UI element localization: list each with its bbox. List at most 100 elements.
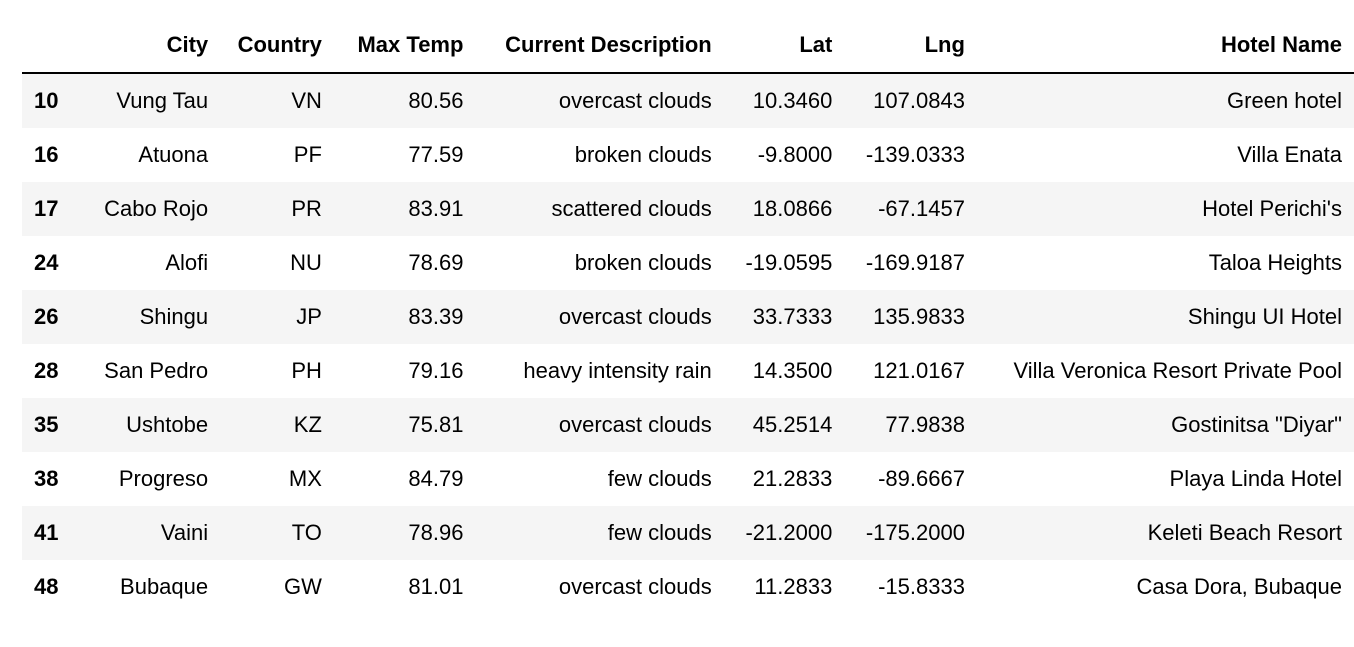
cell-lat: -21.2000 bbox=[745, 520, 833, 545]
cell-country: KZ bbox=[293, 412, 322, 437]
cell-lng: -89.6667 bbox=[878, 466, 965, 491]
cell-current-description: heavy intensity rain bbox=[523, 358, 712, 383]
cell-lng: 107.0843 bbox=[873, 88, 965, 113]
header-country: Country bbox=[237, 32, 322, 57]
cell-hotel-name: Keleti Beach Resort bbox=[1147, 520, 1342, 545]
cell-country: TO bbox=[291, 520, 322, 545]
cell-lng: 77.9838 bbox=[885, 412, 965, 437]
cell-city: Ushtobe bbox=[126, 412, 209, 437]
cell-hotel-name: Hotel Perichi's bbox=[1202, 196, 1342, 221]
cell-max-temp: 81.01 bbox=[408, 574, 464, 599]
cell-current-description: broken clouds bbox=[574, 250, 712, 275]
cell-country: JP bbox=[296, 304, 322, 329]
row-index: 26 bbox=[34, 304, 59, 329]
table-body: 10 Vung Tau VN 80.56 overcast clouds 10.3460 1… bbox=[22, 73, 1354, 614]
cell-lat: 10.3460 bbox=[752, 88, 833, 113]
cell-city: Progreso bbox=[118, 466, 209, 491]
cell-city: Shingu bbox=[139, 304, 209, 329]
cell-lat: 11.2833 bbox=[754, 574, 833, 599]
table-row: 38 Progreso MX 84.79 few clouds 21.2833 -89.66… bbox=[22, 452, 1354, 506]
cell-country: PR bbox=[291, 196, 322, 221]
cell-current-description: few clouds bbox=[607, 466, 712, 491]
cell-country: VN bbox=[291, 88, 322, 113]
header-lat: Lat bbox=[799, 32, 833, 57]
cell-lat: 14.3500 bbox=[752, 358, 833, 383]
cell-city: Vaini bbox=[160, 520, 209, 545]
header-current-description: Current Description bbox=[505, 32, 712, 57]
cell-lat: -19.0595 bbox=[745, 250, 833, 275]
cell-lat: 21.2833 bbox=[752, 466, 833, 491]
table-row: 35 Ushtobe KZ 75.81 overcast clouds 45.2514 77… bbox=[22, 398, 1354, 452]
dataframe-output: City Country Max Temp Current Descriptio… bbox=[22, 18, 1354, 614]
header-hotel-name: Hotel Name bbox=[1220, 32, 1342, 57]
cell-hotel-name: Villa Veronica Resort Private Pool bbox=[1013, 358, 1342, 383]
cell-lat: 18.0866 bbox=[752, 196, 833, 221]
row-index: 38 bbox=[34, 466, 59, 491]
cell-hotel-name: Playa Linda Hotel bbox=[1169, 466, 1342, 491]
table-row: 17 Cabo Rojo PR 83.91 scattered clouds 18.086… bbox=[22, 182, 1354, 236]
cell-city: San Pedro bbox=[104, 358, 209, 383]
cell-lng: -169.9187 bbox=[865, 250, 965, 275]
table-header: City Country Max Temp Current Descriptio… bbox=[22, 18, 1354, 73]
cell-current-description: scattered clouds bbox=[551, 196, 712, 221]
cell-city: Cabo Rojo bbox=[104, 196, 209, 221]
row-index: 48 bbox=[34, 574, 59, 599]
cell-max-temp: 78.69 bbox=[408, 250, 464, 275]
cell-lng: -175.2000 bbox=[865, 520, 965, 545]
cell-hotel-name: Casa Dora, Bubaque bbox=[1136, 574, 1342, 599]
cell-current-description: overcast clouds bbox=[558, 88, 712, 113]
header-max-temp: Max Temp bbox=[357, 32, 464, 57]
cell-max-temp: 78.96 bbox=[408, 520, 464, 545]
header-index bbox=[22, 18, 78, 73]
cell-max-temp: 83.91 bbox=[408, 196, 464, 221]
row-index: 10 bbox=[34, 88, 59, 113]
header-lng: Lng bbox=[924, 32, 965, 57]
cell-lat: 45.2514 bbox=[752, 412, 833, 437]
dataframe-table: City Country Max Temp Current Descriptio… bbox=[22, 18, 1354, 614]
table-row: 26 Shingu JP 83.39 overcast clouds 33.7333 135… bbox=[22, 290, 1354, 344]
row-index: 35 bbox=[34, 412, 59, 437]
cell-max-temp: 75.81 bbox=[408, 412, 464, 437]
cell-country: NU bbox=[290, 250, 322, 275]
cell-city: Bubaque bbox=[120, 574, 209, 599]
table-row: 10 Vung Tau VN 80.56 overcast clouds 10.3460 1… bbox=[22, 73, 1354, 128]
cell-lng: 135.9833 bbox=[873, 304, 965, 329]
cell-lng: 121.0167 bbox=[873, 358, 965, 383]
cell-max-temp: 79.16 bbox=[408, 358, 464, 383]
cell-lng: -15.8333 bbox=[878, 574, 965, 599]
cell-hotel-name: Green hotel bbox=[1227, 88, 1342, 113]
table-row: 28 San Pedro PH 79.16 heavy intensity rain 14… bbox=[22, 344, 1354, 398]
cell-country: PF bbox=[293, 142, 322, 167]
cell-city: Vung Tau bbox=[116, 88, 209, 113]
cell-hotel-name: Gostinitsa "Diyar" bbox=[1171, 412, 1342, 437]
row-index: 28 bbox=[34, 358, 59, 383]
cell-lat: -9.8000 bbox=[757, 142, 833, 167]
cell-hotel-name: Shingu UI Hotel bbox=[1187, 304, 1342, 329]
cell-current-description: overcast clouds bbox=[558, 574, 712, 599]
table-row: 24 Alofi NU 78.69 broken clouds -19.0595 -169.… bbox=[22, 236, 1354, 290]
header-city: City bbox=[166, 32, 209, 57]
cell-current-description: few clouds bbox=[607, 520, 712, 545]
cell-lng: -139.0333 bbox=[865, 142, 965, 167]
cell-max-temp: 83.39 bbox=[408, 304, 464, 329]
table-row: 48 Bubaque GW 81.01 overcast clouds 11.2833 -1… bbox=[22, 560, 1354, 614]
table-row: 41 Vaini TO 78.96 few clouds -21.2000 -175.200… bbox=[22, 506, 1354, 560]
cell-hotel-name: Taloa Heights bbox=[1208, 250, 1342, 275]
table-row: 16 Atuona PF 77.59 broken clouds -9.8000 -139.… bbox=[22, 128, 1354, 182]
cell-hotel-name: Villa Enata bbox=[1237, 142, 1342, 167]
cell-city: Alofi bbox=[165, 250, 209, 275]
cell-max-temp: 84.79 bbox=[408, 466, 464, 491]
cell-country: GW bbox=[284, 574, 322, 599]
header-row: City Country Max Temp Current Descriptio… bbox=[22, 18, 1354, 73]
cell-country: MX bbox=[288, 466, 322, 491]
cell-current-description: broken clouds bbox=[574, 142, 712, 167]
cell-max-temp: 77.59 bbox=[408, 142, 464, 167]
cell-current-description: overcast clouds bbox=[558, 412, 712, 437]
cell-max-temp: 80.56 bbox=[408, 88, 464, 113]
cell-country: PH bbox=[291, 358, 322, 383]
row-index: 16 bbox=[34, 142, 59, 167]
cell-city: Atuona bbox=[138, 142, 209, 167]
row-index: 41 bbox=[34, 520, 59, 545]
cell-lat: 33.7333 bbox=[752, 304, 833, 329]
cell-lng: -67.1457 bbox=[878, 196, 965, 221]
